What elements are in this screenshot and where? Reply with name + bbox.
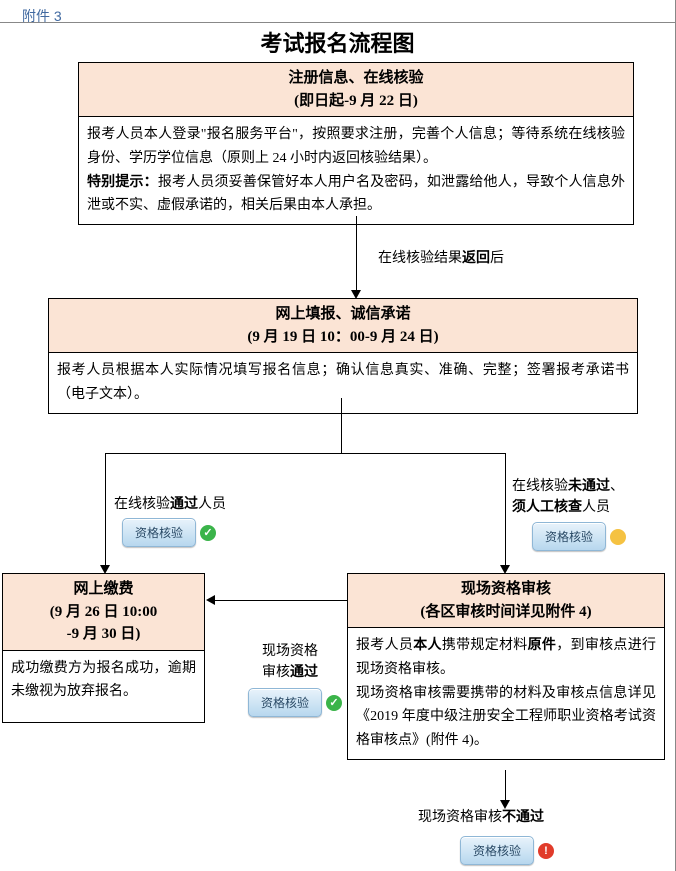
anno-bold: 须人工核查: [512, 500, 582, 515]
flowchart-page: { "attachment_label": "附件 3", "title": "…: [0, 0, 676, 871]
error-icon: !: [538, 843, 554, 859]
page-title: 考试报名流程图: [0, 26, 675, 58]
header-text: (9 月 26 日 10:00: [50, 604, 158, 620]
body-bold: 特别提示：: [87, 175, 158, 190]
anno-bold: 通过: [290, 665, 318, 680]
badge-button[interactable]: 资格核验: [532, 522, 606, 551]
badge-onsite-fail: 资格核验 !: [460, 836, 554, 865]
node-onsite-header: 现场资格审核 (各区审核时间详见附件 4): [347, 573, 665, 628]
edge-fill-split-h: [105, 453, 505, 454]
anno-text: 现场资格: [262, 644, 318, 659]
edge-label-onsite-pass: 现场资格 审核通过: [250, 641, 330, 683]
anno-text: 在线核验: [114, 497, 170, 512]
body-text: 携带规定材料: [442, 638, 528, 653]
header-text: 注册信息、在线核验: [288, 70, 423, 86]
edge-label-onsite-fail: 现场资格审核不通过: [418, 807, 544, 828]
anno-text: 现场资格审核: [418, 810, 502, 825]
anno-text: 在线核验: [512, 479, 568, 494]
edge-fill-split-v: [341, 398, 342, 453]
node-pay: 网上缴费 (9 月 26 日 10:00 -9 月 30 日) 成功缴费方为报名…: [2, 573, 205, 723]
body-text: 报考人员本人登录"报名服务平台"，按照要求注册，完善个人信息；等待系统在线核验身…: [87, 127, 625, 166]
anno-text: 人员: [198, 497, 226, 512]
header-text: 网上缴费: [73, 581, 133, 597]
anno-bold: 不通过: [502, 810, 544, 825]
node-register-body: 报考人员本人登录"报名服务平台"，按照要求注册，完善个人信息；等待系统在线核验身…: [78, 117, 634, 225]
body-bold: 原件: [528, 638, 557, 653]
edge-label-fail-online: 在线核验未通过、 须人工核查人员: [512, 476, 624, 518]
header-text: (9 月 19 日 10：00-9 月 24 日): [247, 329, 438, 345]
body-text: 现场资格审核需要携带的材料及审核点信息详见《2019 年度中级注册安全工程师职业…: [356, 686, 656, 749]
body-bold: 本人: [413, 638, 442, 653]
anno-bold: 未通过: [568, 479, 610, 494]
header-text: 网上填报、诚信承诺: [275, 306, 410, 322]
body-text: 报考人员: [356, 638, 413, 653]
node-register: 注册信息、在线核验 (即日起-9 月 22 日) 报考人员本人登录"报名服务平台…: [78, 62, 634, 225]
node-onsite-body: 报考人员本人携带规定材料原件，到审核点进行现场资格审核。 现场资格审核需要携带的…: [347, 628, 665, 760]
node-fill-body: 报考人员根据本人实际情况填写报名信息；确认信息真实、准确、完整；签署报考承诺书（…: [48, 353, 638, 414]
anno-text: 后: [490, 251, 504, 266]
header-text: (即日起-9 月 22 日): [294, 93, 418, 109]
anno-text: 、: [610, 479, 624, 494]
badge-button[interactable]: 资格核验: [460, 836, 534, 865]
node-onsite: 现场资格审核 (各区审核时间详见附件 4) 报考人员本人携带规定材料原件，到审核…: [347, 573, 665, 760]
top-rule: [0, 22, 675, 23]
badge-manual: 资格核验: [532, 522, 626, 551]
node-fill-header: 网上填报、诚信承诺 (9 月 19 日 10：00-9 月 24 日): [48, 298, 638, 353]
body-text: 报考人员根据本人实际情况填写报名信息；确认信息真实、准确、完整；签署报考承诺书（…: [57, 363, 629, 402]
header-text: 现场资格审核: [461, 581, 551, 597]
attachment-label: 附件 3: [22, 6, 62, 26]
badge-button[interactable]: 资格核验: [248, 688, 322, 717]
edge-onsite-fail: [505, 770, 506, 802]
edge-onsite-pay: [213, 600, 347, 601]
badge-pass: 资格核验 ✓: [122, 518, 216, 547]
anno-bold: 通过: [170, 497, 198, 512]
arrow-icon: [206, 595, 215, 605]
badge-onsite-pass: 资格核验 ✓: [248, 688, 342, 717]
header-text: -9 月 30 日): [67, 626, 141, 642]
check-icon: ✓: [326, 695, 342, 711]
anno-text: 审核: [262, 665, 290, 680]
anno-bold: 返回: [462, 251, 490, 266]
badge-button[interactable]: 资格核验: [122, 518, 196, 547]
node-pay-header: 网上缴费 (9 月 26 日 10:00 -9 月 30 日): [2, 573, 205, 651]
edge-register-fill: [356, 216, 357, 292]
edge-label-pass: 在线核验通过人员: [114, 494, 226, 515]
header-text: (各区审核时间详见附件 4): [420, 604, 591, 620]
edge-split-right-v: [505, 453, 506, 567]
node-pay-body: 成功缴费方为报名成功，逾期未缴视为放弃报名。: [2, 651, 205, 723]
node-fill: 网上填报、诚信承诺 (9 月 19 日 10：00-9 月 24 日) 报考人员…: [48, 298, 638, 414]
anno-text: 人员: [582, 500, 610, 515]
edge-split-left-v: [105, 453, 106, 567]
body-text: 报考人员须妥善保管好本人用户名及密码，如泄露给他人，导致个人信息外泄或不实、虚假…: [87, 175, 625, 214]
check-icon: ✓: [200, 525, 216, 541]
node-register-header: 注册信息、在线核验 (即日起-9 月 22 日): [78, 62, 634, 117]
body-text: 成功缴费方为报名成功，逾期未缴视为放弃报名。: [11, 661, 196, 700]
warn-icon: [610, 529, 626, 545]
anno-text: 在线核验结果: [378, 251, 462, 266]
edge-label-return: 在线核验结果返回后: [378, 248, 504, 269]
